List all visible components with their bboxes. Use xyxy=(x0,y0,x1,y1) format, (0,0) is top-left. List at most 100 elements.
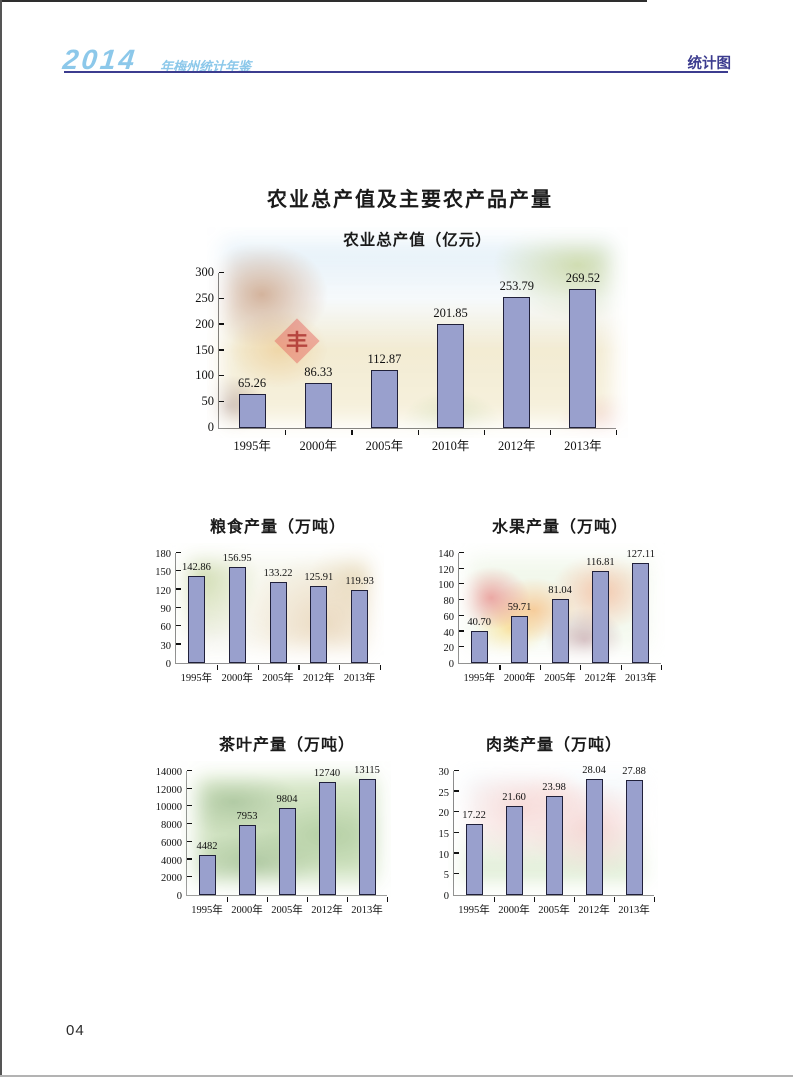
page-number: 04 xyxy=(66,1022,85,1039)
y-axis-tick xyxy=(219,349,224,351)
y-axis-tick-label: 180 xyxy=(155,549,171,560)
y-axis-tick xyxy=(459,567,464,569)
x-axis-category-label: 1995年 xyxy=(458,905,490,916)
bar-2012年 xyxy=(310,586,328,663)
y-axis-tick-label: 0 xyxy=(448,659,454,670)
farm-scene-photo-background xyxy=(207,227,628,438)
bar-value-label: 269.52 xyxy=(565,270,601,285)
y-axis-tick-label: 120 xyxy=(155,585,171,597)
x-axis-tick xyxy=(227,896,229,902)
chart-tea-output: 茶叶产量（万吨） 0 2000 4000 6000 8000 10000 12000 1400… xyxy=(156,737,391,916)
y-axis-tick-label: 80 xyxy=(443,596,455,608)
x-axis-tick xyxy=(380,664,382,670)
y-axis-tick-label: 200 xyxy=(195,316,214,331)
bar-2012年 xyxy=(591,571,609,663)
bar-1995年 xyxy=(187,575,205,663)
bar-2005年 xyxy=(551,599,569,663)
x-axis-category-label: 2005年 xyxy=(365,439,404,453)
y-axis-tick-label: 20 xyxy=(438,808,450,820)
bar-value-label: 127.11 xyxy=(626,549,656,561)
harvest-seal-character: 丰 xyxy=(285,329,309,355)
y-axis-tick-label: 50 xyxy=(201,394,215,409)
bar-2000年 xyxy=(505,805,523,895)
y-axis-tick-label: 20 xyxy=(443,643,455,655)
x-axis-category-label: 2005年 xyxy=(544,673,576,684)
bar-value-label: 23.98 xyxy=(542,781,566,793)
bar-2000年 xyxy=(238,824,256,895)
bar-value-label: 142.86 xyxy=(181,561,211,573)
bar-value-label: 9804 xyxy=(276,794,298,806)
x-axis-tick xyxy=(347,896,349,902)
bar-value-label: 86.33 xyxy=(304,365,333,380)
y-axis-tick-label: 150 xyxy=(195,342,214,357)
y-axis-tick xyxy=(454,790,459,792)
y-axis-tick-label: 140 xyxy=(438,549,454,560)
bar-value-label: 13115 xyxy=(354,764,380,776)
x-axis-tick xyxy=(298,664,300,670)
x-axis-category-label: 2012年 xyxy=(303,673,335,684)
x-axis-tick xyxy=(339,664,341,670)
y-axis-tick xyxy=(176,551,181,553)
y-axis-tick-label: 120 xyxy=(438,564,454,576)
y-axis-tick xyxy=(176,606,181,608)
y-axis-tick xyxy=(219,297,224,299)
y-axis-tick-label: 5 xyxy=(443,870,449,882)
bar-value-label: 81.04 xyxy=(548,585,572,597)
x-axis-tick xyxy=(654,896,656,902)
bar-value-label: 17.22 xyxy=(462,809,486,821)
y-axis-tick xyxy=(219,323,224,325)
x-axis-category-label: 2013年 xyxy=(618,905,650,916)
y-axis-tick-label: 15 xyxy=(438,829,450,840)
y-axis-tick xyxy=(459,646,464,648)
bar-2013年 xyxy=(351,589,369,663)
y-axis-tick xyxy=(187,858,192,860)
x-axis-tick xyxy=(661,664,663,670)
bar-value-label: 201.85 xyxy=(433,305,468,320)
bar-value-label: 253.79 xyxy=(499,278,534,293)
x-axis-tick xyxy=(574,896,576,902)
y-axis-tick-label: 60 xyxy=(443,611,455,623)
x-axis-tick xyxy=(614,896,616,902)
y-axis-tick-label: 150 xyxy=(155,567,171,579)
x-axis-category-label: 2013年 xyxy=(564,439,602,453)
y-axis-tick-label: 40 xyxy=(443,627,455,639)
bar-value-label: 12740 xyxy=(313,768,341,780)
y-axis-tick-label: 30 xyxy=(438,767,450,778)
y-axis-tick-label: 100 xyxy=(195,368,214,383)
x-axis-category-label: 2013年 xyxy=(343,673,376,684)
y-axis-tick xyxy=(459,583,464,585)
bar-1995年 xyxy=(465,823,483,895)
y-axis-tick xyxy=(459,614,464,616)
x-axis-category-label: 2012年 xyxy=(311,905,343,916)
bar-value-label: 59.71 xyxy=(507,602,532,614)
y-axis-tick-label: 8000 xyxy=(161,820,182,832)
bar-2005年 xyxy=(545,795,563,895)
bar-2010年 xyxy=(437,323,465,428)
x-axis-tick xyxy=(483,429,485,435)
bar-2013年 xyxy=(569,288,597,428)
y-axis-tick-label: 12000 xyxy=(155,784,182,796)
bar-value-label: 125.91 xyxy=(304,572,334,584)
x-axis-tick xyxy=(387,896,389,902)
bar-2000年 xyxy=(511,616,529,663)
y-axis-tick-label: 300 xyxy=(195,265,214,279)
y-axis-tick-label: 30 xyxy=(160,640,172,652)
y-axis-tick-label: 6000 xyxy=(161,837,182,849)
bar-2005年 xyxy=(269,581,287,663)
chart-grain-output: 粮食产量（万吨） 0 30 60 90 120 150 180 142.86 1995年 156.… xyxy=(155,519,384,684)
bar-value-label: 119.93 xyxy=(345,575,374,587)
bar-2005年 xyxy=(370,369,398,428)
y-axis-tick xyxy=(454,769,459,771)
x-axis-category-label: 2000年 xyxy=(299,439,337,453)
x-axis-category-label: 2005年 xyxy=(538,905,570,916)
bar-2013年 xyxy=(358,778,376,895)
x-axis-category-label: 2012年 xyxy=(497,439,536,453)
y-axis-tick xyxy=(459,551,464,553)
bar-value-label: 40.70 xyxy=(467,617,491,629)
y-axis-tick xyxy=(219,271,224,273)
x-axis-category-label: 2000年 xyxy=(498,905,530,916)
y-axis-tick-label: 250 xyxy=(195,290,214,305)
bar-2013年 xyxy=(632,563,650,663)
bar-value-label: 21.60 xyxy=(502,791,526,803)
